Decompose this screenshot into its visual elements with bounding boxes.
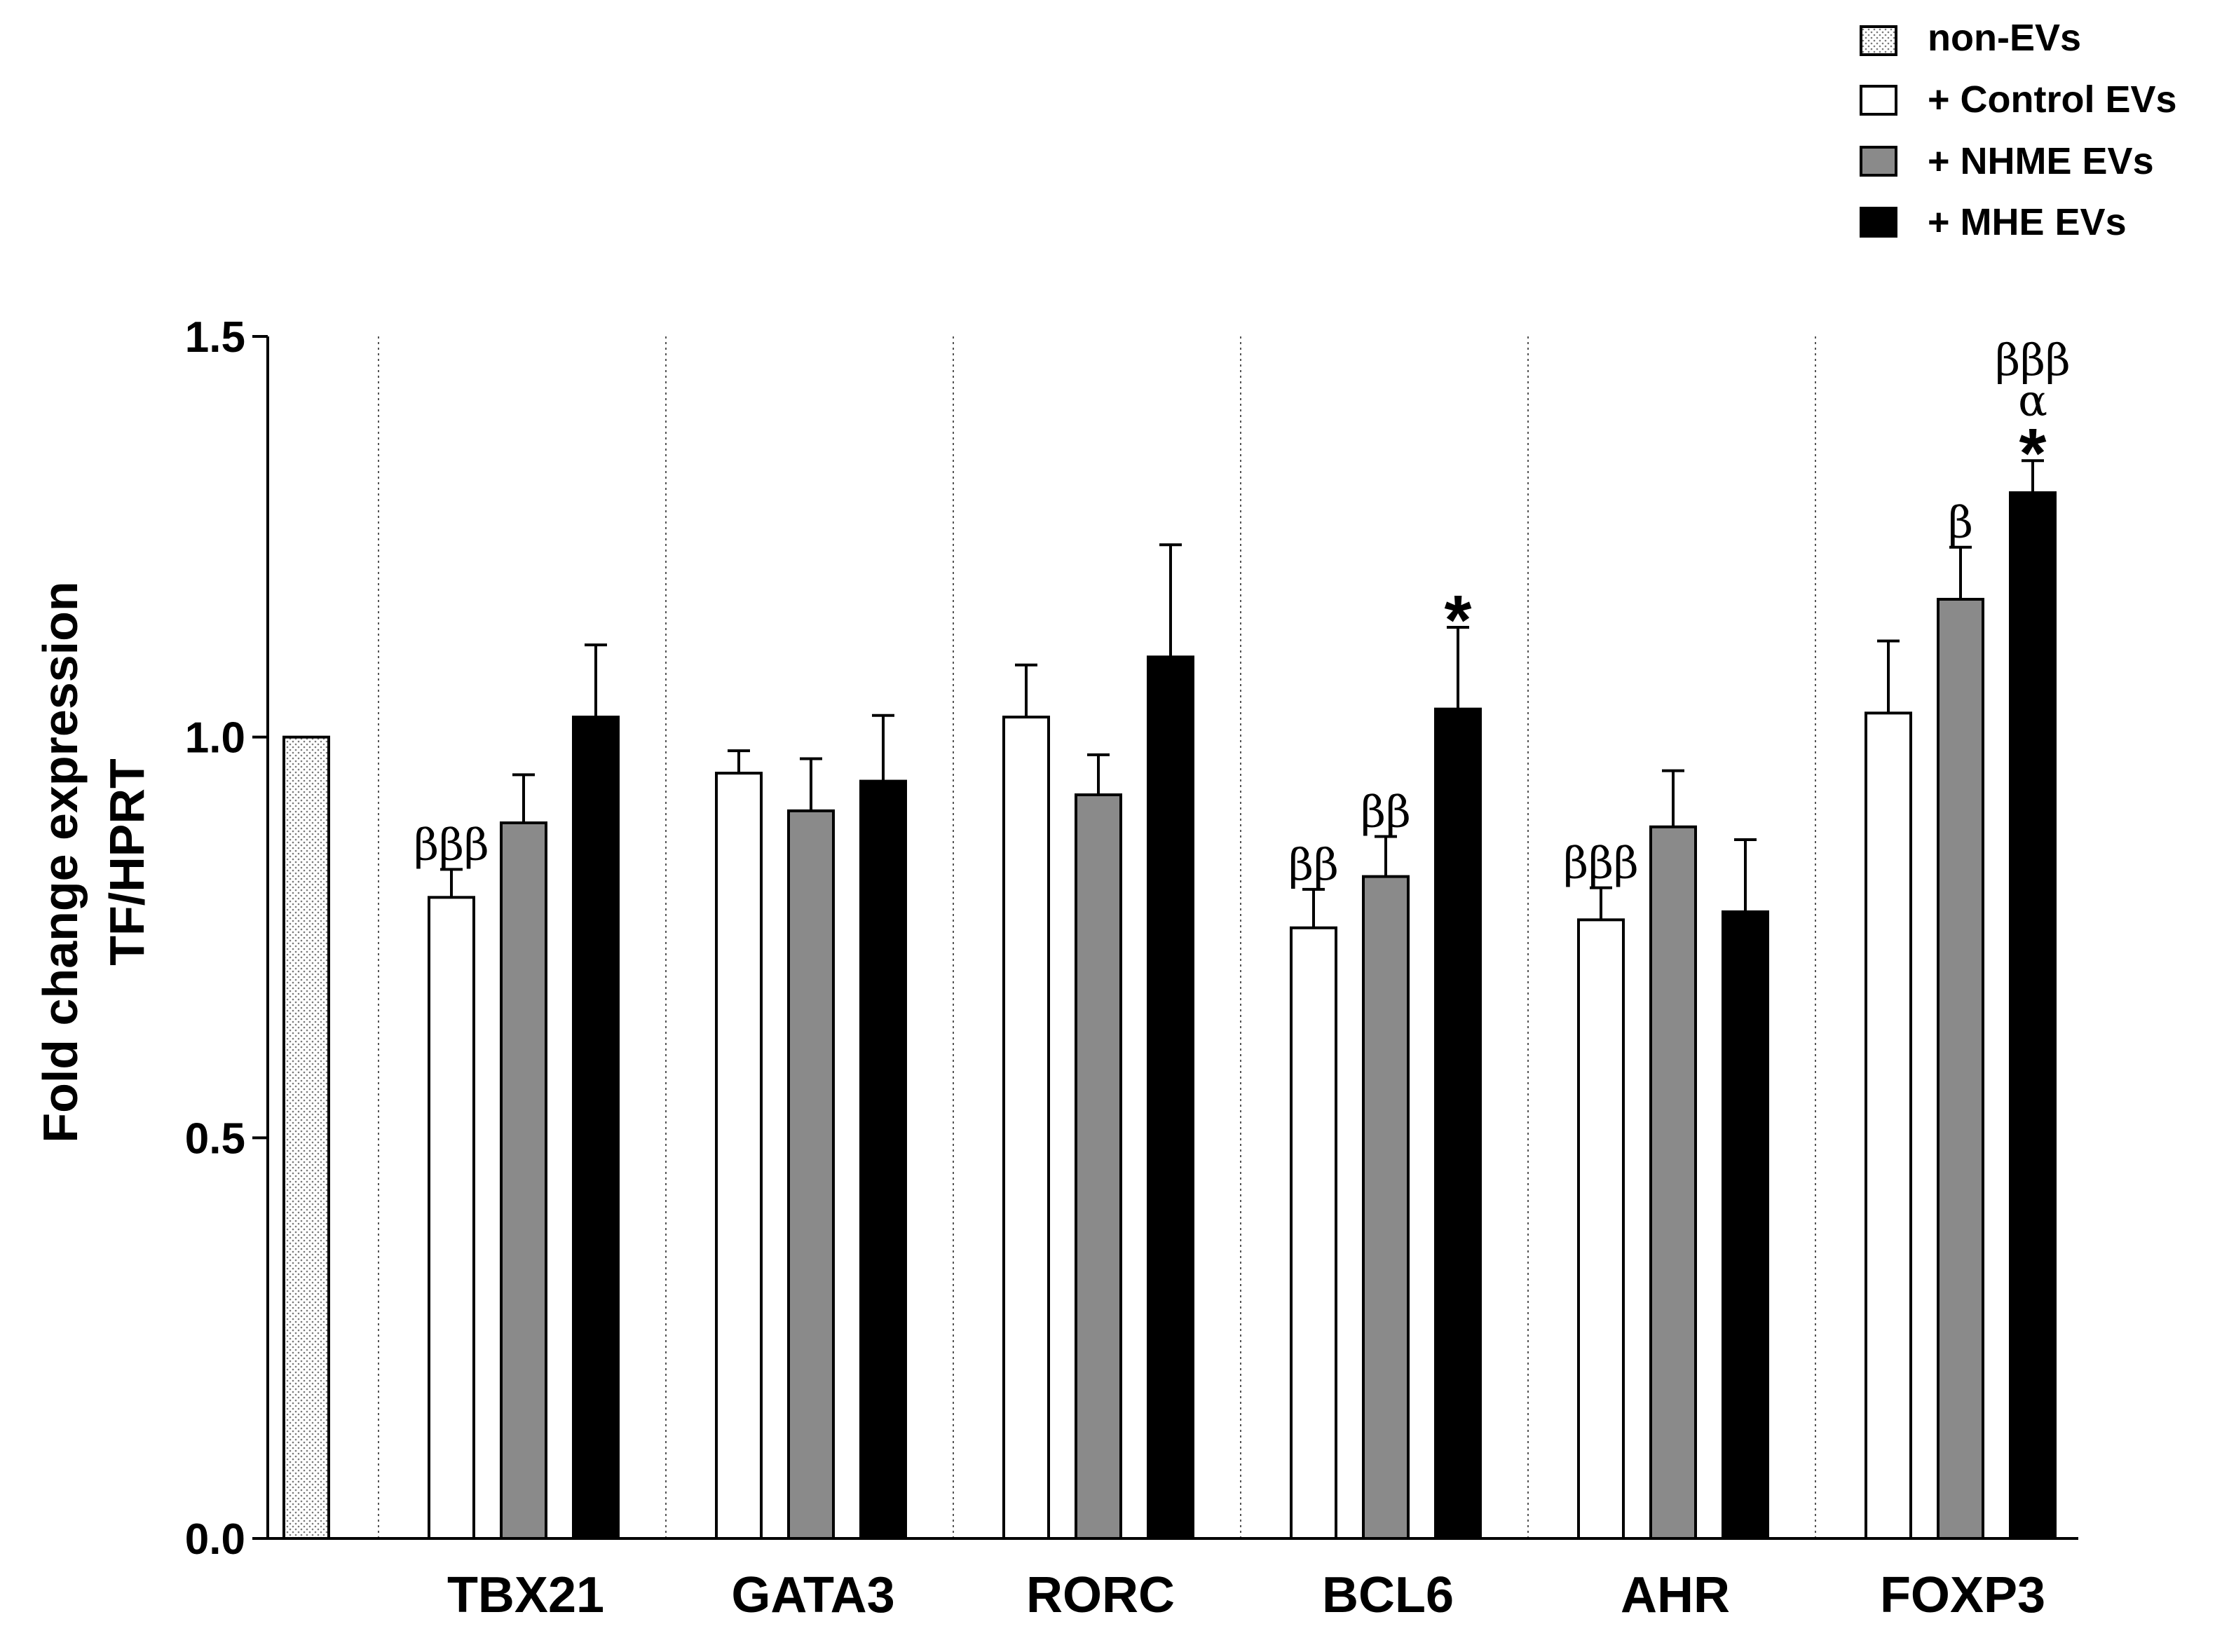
significance-label: βββ [414,819,489,870]
legend-swatch-mhe-evs [1860,207,1897,238]
significance-label: βββ [1995,334,2071,385]
significance-label: βββ [1563,838,1639,889]
x-tick-label-foxp3: FOXP3 [1880,1567,2045,1623]
significance-label: α [2018,375,2047,426]
bar-tbx21-0 [428,896,475,1541]
legend-swatch-non-evs [1860,25,1897,56]
y-axis-label: Fold change expression TF/HPRT [33,581,154,1142]
y-tick-label: 1.5 [185,313,245,362]
legend-label-control-evs: + Control EVs [1928,78,2177,121]
bar-non-evs [282,735,330,1540]
bar-bcl6-1 [1362,875,1410,1540]
significance-label: * [1445,581,1472,660]
y-axis-label-line-2: TF/HPRT [100,758,154,966]
bar-rorc-0 [1002,716,1050,1540]
bar-gata3-1 [787,809,835,1540]
bar-gata3-2 [859,779,907,1540]
significance-label: * [2019,414,2047,493]
y-tick-label: 0.5 [185,1114,245,1163]
bar-gata3-0 [715,772,763,1540]
legend-label-nhme-evs: + NHME EVs [1928,140,2154,182]
bar-rorc-2 [1147,655,1194,1540]
bar-ahr-1 [1649,825,1697,1540]
bar-ahr-0 [1577,918,1625,1540]
bar-tbx21-1 [500,821,547,1540]
legend: non-EVs + Control EVs + NHME EVs + MHE E… [1860,17,2177,243]
x-tick-label-bcl6: BCL6 [1322,1567,1454,1623]
y-tick-label: 1.0 [185,714,245,763]
bar-foxp3-2 [2009,491,2057,1541]
x-tick-label-tbx21: TBX21 [447,1567,604,1623]
bar-foxp3-0 [1865,711,1912,1540]
bar-foxp3-1 [1937,598,1984,1540]
significance-label: ββ [1288,839,1339,890]
significance-label: β [1948,497,1973,548]
x-tick-label-rorc: RORC [1026,1567,1175,1623]
legend-label-non-evs: non-EVs [1928,17,2081,59]
x-tick-label-ahr: AHR [1621,1567,1730,1623]
bar-ahr-2 [1722,910,1769,1540]
y-tick-label: 0.0 [185,1515,245,1564]
bar-bcl6-2 [1434,707,1482,1540]
bar-rorc-1 [1075,793,1122,1540]
legend-label-mhe-evs: + MHE EVs [1928,201,2127,243]
legend-swatch-control-evs [1860,85,1897,116]
significance-label: ββ [1361,786,1411,837]
x-tick-label-gata3: GATA3 [731,1567,894,1623]
y-axis-label-line-1: Fold change expression [33,581,88,1142]
bar-bcl6-0 [1290,926,1337,1540]
bar-tbx21-2 [572,716,620,1540]
legend-swatch-nhme-evs [1860,146,1897,177]
